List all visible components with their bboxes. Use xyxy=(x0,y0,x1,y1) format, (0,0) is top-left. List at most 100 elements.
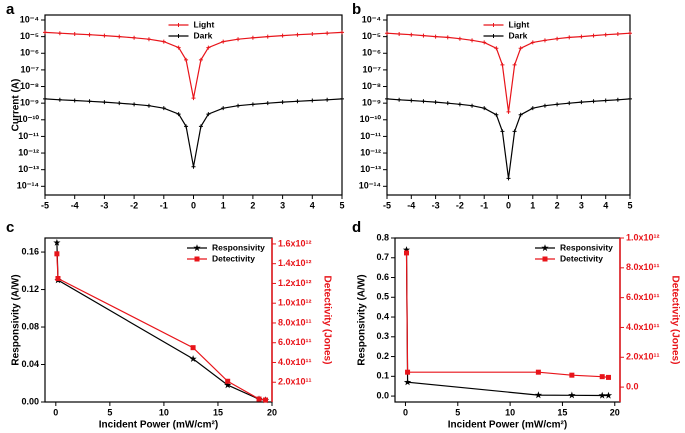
y-tick-label: 10⁻¹¹ xyxy=(360,131,381,141)
marker xyxy=(87,99,92,104)
marker xyxy=(567,35,572,40)
legend-marker xyxy=(176,34,181,38)
marker xyxy=(221,106,226,111)
x-tick-label: 15 xyxy=(557,407,567,417)
marker xyxy=(433,34,438,39)
marker xyxy=(225,378,231,384)
panel-letter: b xyxy=(352,1,361,18)
legend-label: Responsivity xyxy=(212,242,265,252)
x-tick-label: 15 xyxy=(213,407,223,417)
y-tick-label: 10⁻¹³ xyxy=(360,164,381,174)
y2-tick-label: 6.0x10¹¹ xyxy=(626,292,660,302)
legend-label: Detectivity xyxy=(560,253,603,263)
marker xyxy=(445,35,450,40)
marker xyxy=(57,97,62,102)
x-tick-label: 20 xyxy=(267,407,277,417)
marker xyxy=(184,124,189,129)
x-tick-label: 5 xyxy=(627,200,632,210)
x-tick-label: 0 xyxy=(403,407,408,417)
marker xyxy=(325,31,330,36)
y-tick-label: 0.0 xyxy=(376,390,389,400)
marker xyxy=(190,345,196,351)
marker xyxy=(512,129,517,134)
marker xyxy=(340,96,344,101)
y-tick-label: 0.7 xyxy=(376,252,389,262)
marker xyxy=(184,57,189,62)
x-tick-label: 3 xyxy=(280,200,285,210)
y-tick-label: 0.4 xyxy=(376,311,389,321)
legend-marker xyxy=(194,256,200,262)
x-tick-label: -5 xyxy=(383,200,391,210)
marker xyxy=(494,112,499,117)
y-tick-label: 10⁻¹² xyxy=(360,147,381,157)
marker xyxy=(54,251,60,257)
y2-tick-label: 1.6x10¹² xyxy=(278,238,312,248)
marker xyxy=(280,100,285,105)
marker xyxy=(482,106,487,111)
marker xyxy=(567,101,572,106)
series-line xyxy=(56,253,266,401)
y2-tick-label: 8.0x10¹¹ xyxy=(626,262,660,272)
marker xyxy=(568,391,576,399)
x-tick-label: 10 xyxy=(505,407,515,417)
marker xyxy=(176,112,181,117)
marker xyxy=(263,397,269,403)
series-line xyxy=(405,252,609,378)
marker xyxy=(295,99,300,104)
y-axis-label: Responsivity (A/W) xyxy=(357,274,368,365)
marker xyxy=(512,62,517,67)
marker xyxy=(482,40,487,45)
marker xyxy=(433,100,438,105)
legend-marker xyxy=(491,23,496,27)
marker xyxy=(146,103,151,108)
x-tick-label: 2 xyxy=(250,200,255,210)
x-tick-label: 2 xyxy=(555,200,560,210)
y-tick-label: 10⁻¹³ xyxy=(18,164,39,174)
marker xyxy=(500,129,505,134)
marker xyxy=(403,378,412,386)
y-tick-label: 10⁻¹⁴ xyxy=(17,181,39,191)
marker xyxy=(189,355,197,362)
marker xyxy=(397,97,402,102)
marker xyxy=(470,103,475,108)
y-tick-label: 10⁻⁶ xyxy=(20,48,39,58)
marker xyxy=(325,97,330,102)
y-tick-label: 10⁻⁹ xyxy=(20,98,39,108)
x-axis-label: Incident Power (mW/cm²) xyxy=(99,420,218,431)
x-tick-label: -4 xyxy=(71,200,79,210)
marker xyxy=(250,35,255,40)
x-tick-label: -1 xyxy=(160,200,168,210)
marker xyxy=(55,276,61,282)
y-tick-label: 0.16 xyxy=(21,246,39,256)
marker xyxy=(409,98,414,103)
marker xyxy=(43,30,47,35)
y-tick-label: 10⁻¹⁰ xyxy=(18,114,40,124)
panel-letter: a xyxy=(6,1,15,18)
x-tick-label: -4 xyxy=(407,200,415,210)
marker xyxy=(604,391,613,399)
x-tick-label: 0 xyxy=(53,407,58,417)
marker xyxy=(161,39,166,44)
x-tick-label: 1 xyxy=(530,200,535,210)
marker xyxy=(603,98,608,103)
x-tick-label: 4 xyxy=(603,200,608,210)
y-tick-label: 10⁻¹² xyxy=(18,147,39,157)
marker xyxy=(102,100,107,105)
y-tick-label: 10⁻⁴ xyxy=(20,14,39,24)
marker xyxy=(500,62,505,67)
marker xyxy=(457,36,462,41)
marker xyxy=(256,396,262,402)
y2-tick-label: 0.0 xyxy=(626,381,639,391)
marker xyxy=(224,381,232,389)
panel-letter: c xyxy=(6,219,14,236)
legend-label: Light xyxy=(194,19,215,29)
marker xyxy=(236,103,241,108)
y-tick-label: 0.00 xyxy=(21,396,39,406)
x-tick-label: 5 xyxy=(339,200,344,210)
marker xyxy=(280,33,285,38)
y-tick-label: 10⁻⁶ xyxy=(362,48,381,58)
marker xyxy=(615,31,620,36)
x-tick-label: -5 xyxy=(41,200,49,210)
marker xyxy=(605,374,611,380)
series-line xyxy=(44,31,343,99)
